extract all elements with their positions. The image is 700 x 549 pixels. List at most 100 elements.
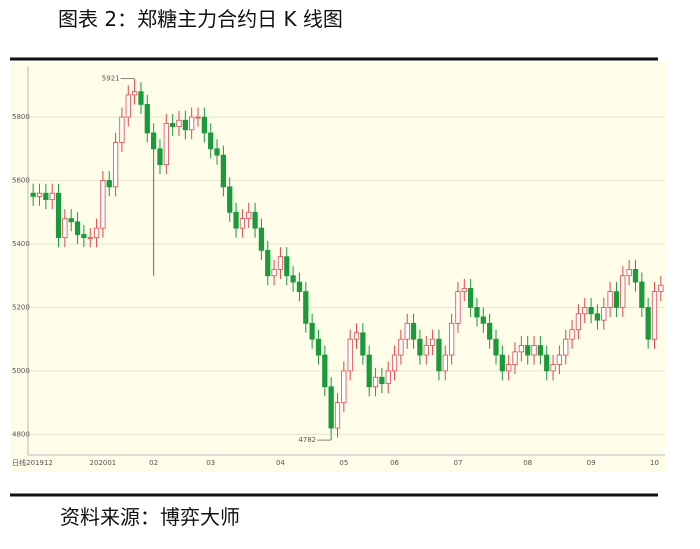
candle-body (391, 354, 398, 372)
candle-body (131, 91, 138, 96)
candle-body (138, 91, 144, 105)
candle-body (100, 180, 106, 229)
candle-body (334, 402, 341, 429)
candle-body (601, 307, 607, 321)
y-tick-label: 4800 (12, 430, 30, 438)
candle-body (296, 281, 303, 292)
candle-body (227, 186, 233, 213)
candle-body (30, 192, 36, 197)
y-tick-label: 5400 (12, 240, 30, 248)
candle-body (531, 345, 537, 356)
candle-body (417, 338, 423, 356)
candle-body (309, 322, 315, 340)
annotation-label: 5921 (102, 75, 120, 83)
candle-body (537, 345, 543, 356)
candle-body (544, 354, 550, 372)
candle-body (474, 307, 480, 318)
candle-body (157, 148, 163, 166)
y-tick-label: 5000 (12, 367, 30, 375)
x-tick-label: 03 (206, 459, 215, 467)
candle-body (512, 351, 518, 365)
candle-body (379, 376, 385, 385)
candle-body (93, 227, 100, 239)
candle-body (176, 119, 182, 128)
candle-body (182, 119, 188, 131)
candle-body (353, 332, 360, 340)
candle-body (189, 116, 195, 131)
annotation-label: 4782 (298, 436, 316, 444)
candle-body (582, 307, 588, 315)
candle-body (360, 332, 366, 356)
candle-body (626, 268, 632, 277)
candle-body (613, 291, 620, 308)
x-tick-label: 202001 (90, 459, 117, 467)
candle-body (151, 132, 157, 150)
candle-body (575, 313, 582, 331)
candle-body (588, 307, 594, 315)
candle-body (195, 116, 201, 119)
candle-body (607, 291, 613, 308)
candle-body (455, 291, 461, 324)
candle-body (315, 338, 322, 356)
candle-body (404, 322, 410, 340)
candle-body (49, 192, 55, 200)
candle-body (556, 354, 563, 365)
candle-body (239, 218, 246, 229)
x-tick-label: 10 (650, 459, 659, 467)
source: 资料来源：博弈大师 (60, 505, 240, 529)
candle-body (632, 268, 639, 283)
candle-body (493, 338, 499, 356)
y-tick-label: 5600 (12, 177, 30, 185)
candle-body (461, 288, 467, 292)
candle-body (651, 291, 658, 340)
chart-title: 图表 2：郑糖主力合约日 K 线图 (58, 7, 343, 31)
candle-body (68, 218, 74, 223)
candle-body (385, 370, 391, 385)
candle-body (201, 116, 207, 134)
candle-body (423, 345, 429, 356)
candle-body (620, 275, 626, 308)
candle-body (563, 338, 569, 356)
candle-body (372, 376, 379, 388)
candle-body (246, 211, 252, 220)
candle-body (594, 313, 601, 321)
candle-body (163, 123, 169, 166)
candle-body (322, 354, 328, 388)
candle-body (43, 192, 49, 200)
candle-body (639, 281, 645, 308)
candle-body (125, 94, 131, 118)
candle-body (36, 192, 43, 197)
candle-body (233, 211, 239, 229)
candle-body (442, 354, 448, 372)
candle-body (208, 132, 214, 150)
candle-body (506, 364, 512, 372)
candle-body (74, 221, 81, 235)
candle-body (341, 370, 347, 404)
candle-body (398, 338, 404, 356)
candle-body (525, 345, 531, 356)
candle-body (55, 192, 62, 239)
candle-body (328, 386, 334, 429)
candle-body (487, 322, 493, 340)
candle-body (429, 338, 436, 346)
candle-body (468, 288, 474, 308)
candle-body (112, 142, 119, 188)
candle-body (569, 329, 575, 340)
x-tick-label: 06 (390, 459, 399, 467)
y-tick-label: 5200 (12, 303, 30, 311)
candle-body (290, 275, 296, 283)
x-tick-label: 04 (276, 459, 285, 467)
candle-body (87, 237, 93, 240)
candle-body (436, 338, 442, 372)
candle-body (265, 249, 271, 277)
candle-body (410, 322, 417, 340)
candle-body (81, 234, 87, 239)
candle-body (303, 291, 309, 324)
candle-body (366, 354, 372, 388)
candle-body (258, 227, 265, 251)
candle-body (214, 148, 220, 156)
candle-body (170, 123, 176, 128)
candle-body (284, 256, 290, 277)
candle-body (252, 211, 258, 229)
